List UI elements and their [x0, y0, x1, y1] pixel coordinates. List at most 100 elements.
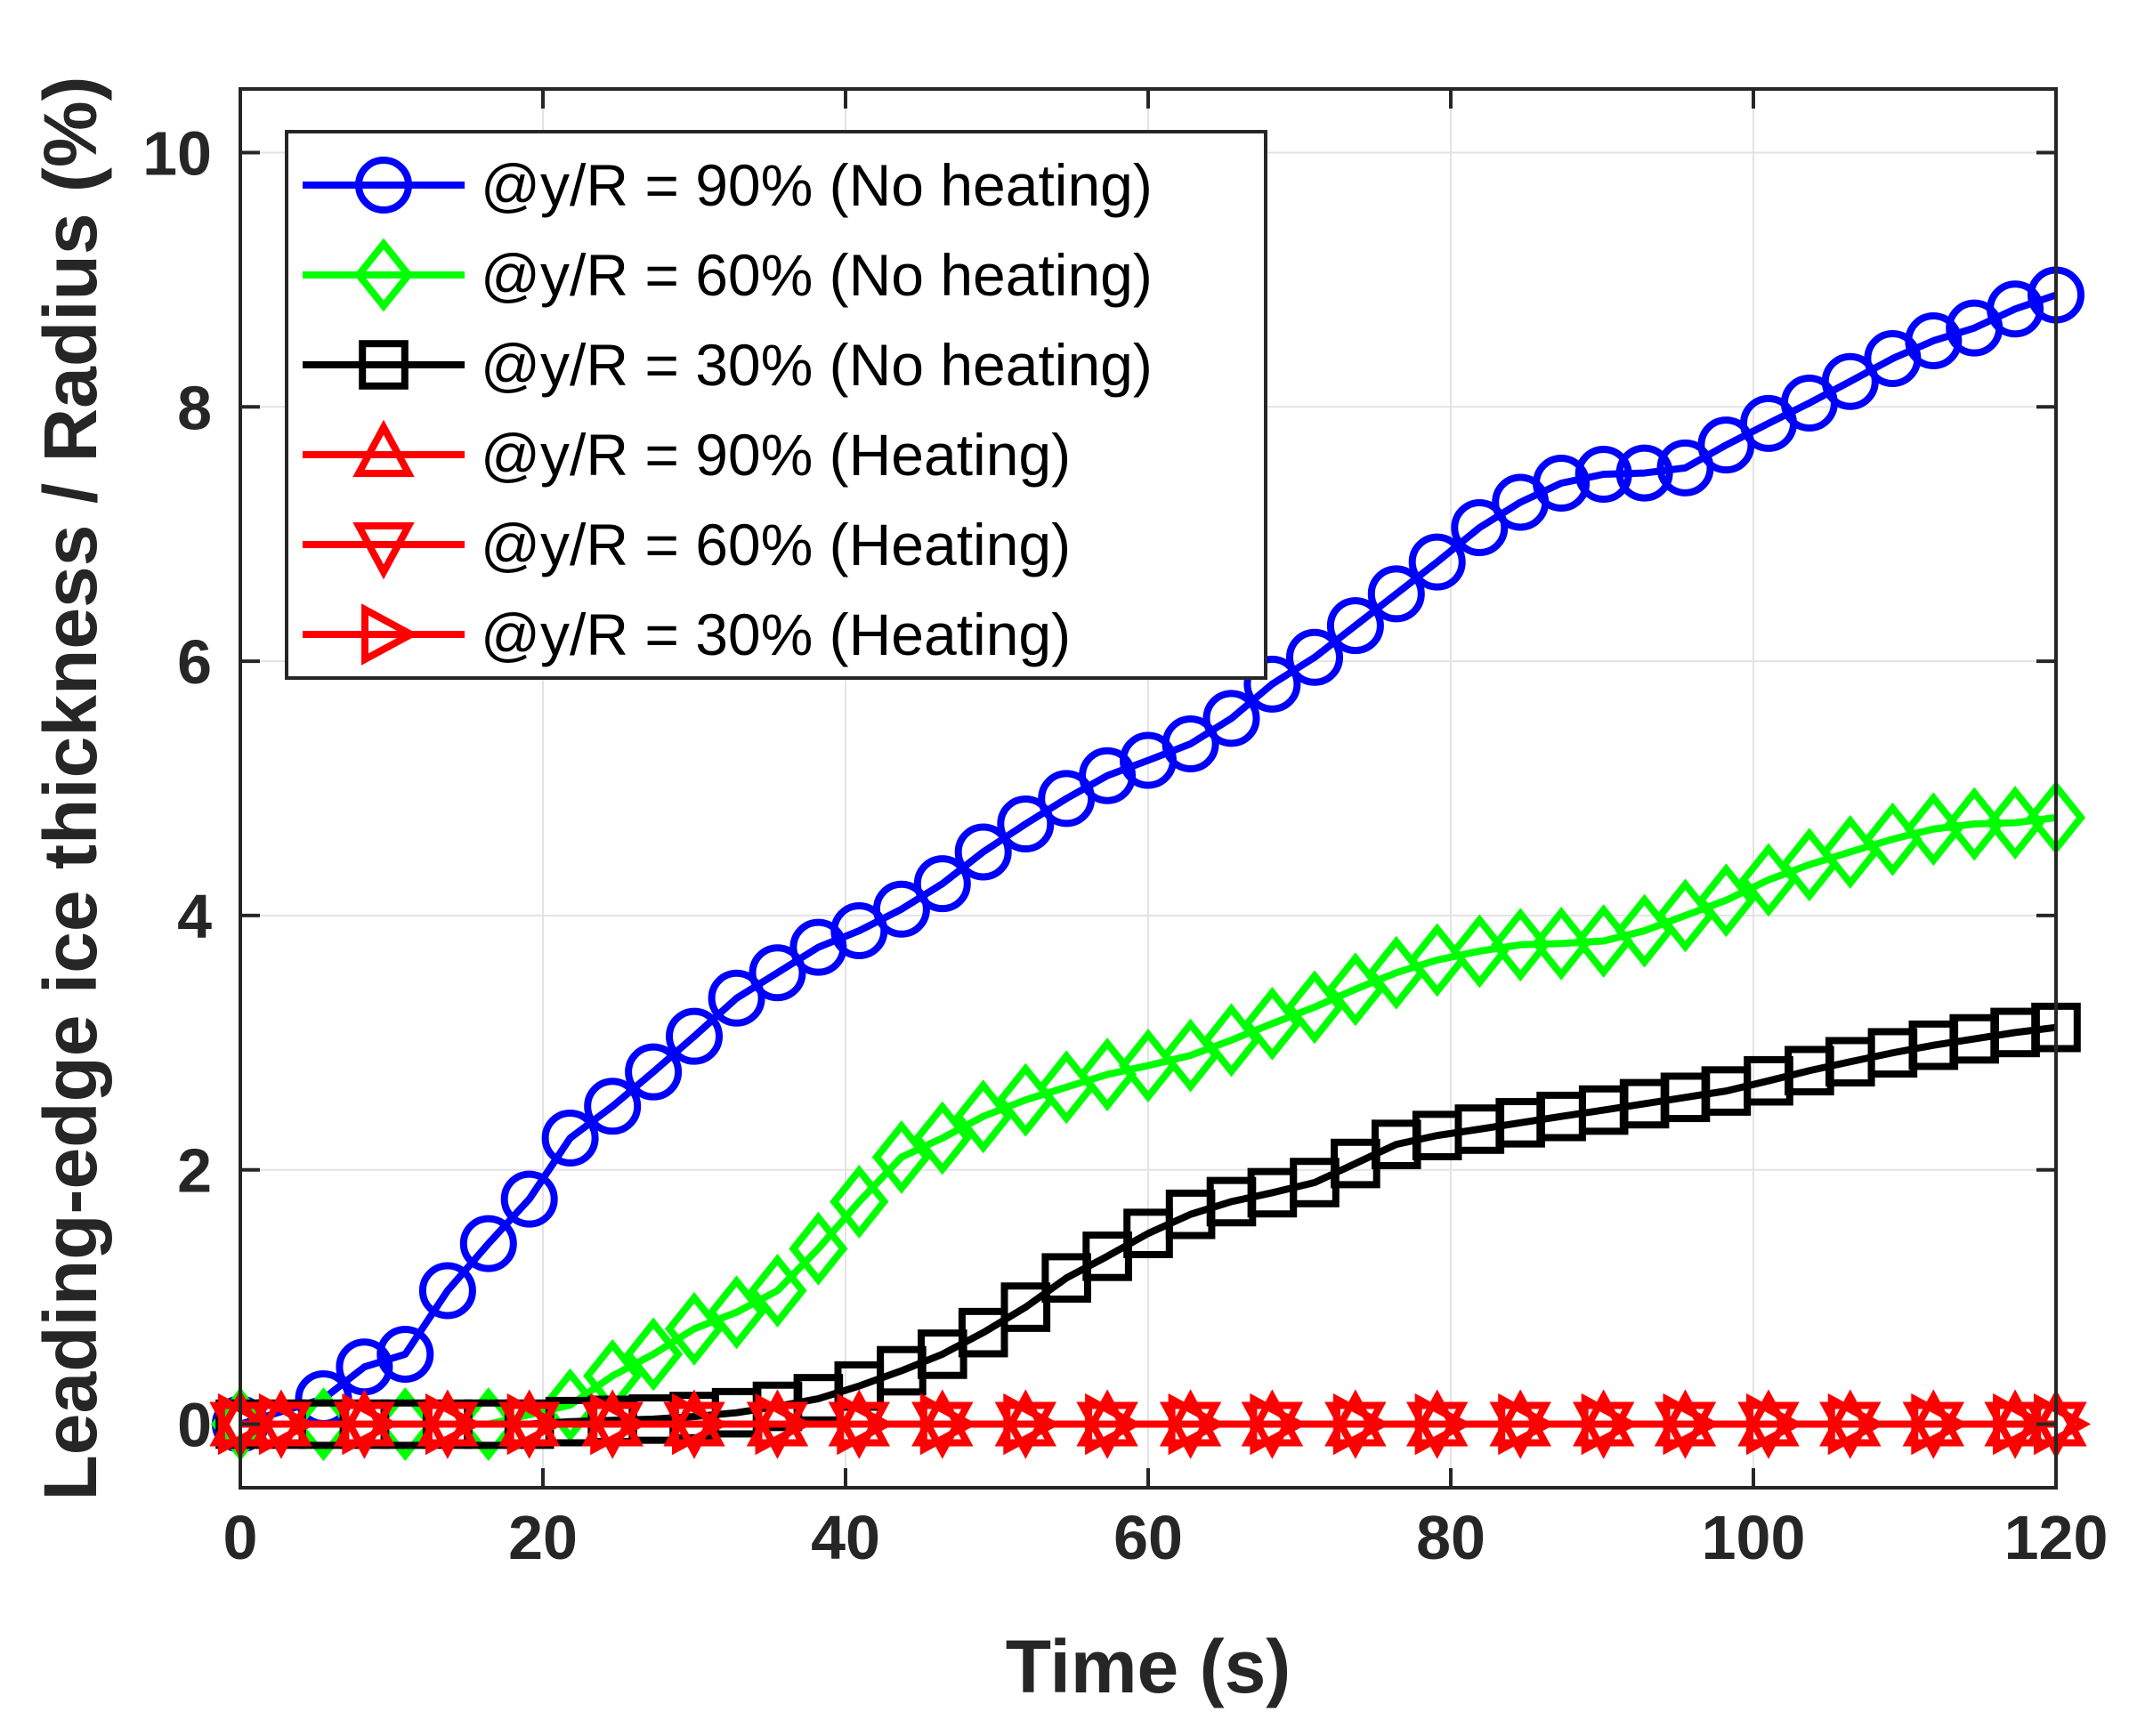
square-marker — [359, 340, 409, 390]
diamond-marker — [664, 1291, 724, 1366]
triangle-right-marker — [590, 1393, 648, 1456]
circle-marker — [997, 795, 1055, 853]
square-marker — [958, 1307, 1008, 1358]
diamond-marker — [540, 1368, 600, 1442]
circle-marker — [749, 944, 806, 1002]
diamond-marker — [953, 1079, 1013, 1154]
series-1 — [212, 266, 2084, 1453]
circle-marker — [1408, 533, 1466, 591]
triangle-right-marker — [1332, 1393, 1391, 1456]
circle-marker — [666, 1007, 723, 1065]
x-tick-label: 0 — [223, 1503, 258, 1572]
triangle-right-marker — [672, 1393, 730, 1456]
legend-label: @y/R = 90% (Heating) — [481, 422, 1071, 488]
diamond-marker — [871, 1120, 932, 1194]
triangle-down-marker — [352, 522, 415, 580]
circle-marker — [1905, 311, 1963, 369]
diamond-marker — [1243, 986, 1302, 1061]
triangle-right-marker — [1414, 1393, 1472, 1456]
circle-marker — [1243, 655, 1301, 713]
legend-item: @y/R = 60% (Heating) — [303, 512, 1071, 580]
circle-marker — [1451, 499, 1509, 557]
circle-marker — [1367, 565, 1425, 623]
triangle-right-marker — [1581, 1393, 1639, 1456]
triangle-right-marker — [1498, 1393, 1556, 1456]
circle-marker — [418, 1262, 476, 1320]
circle-marker — [1821, 352, 1879, 410]
triangle-right-marker — [919, 1393, 978, 1456]
diamond-marker — [623, 1317, 684, 1392]
circle-marker — [541, 1110, 599, 1167]
triangle-right-marker — [1663, 1393, 1720, 1456]
triangle-right-marker — [1250, 1393, 1307, 1456]
triangle-right-marker — [1746, 1393, 1804, 1456]
axis-ticks: 0 20 40 60 80 100 120 0 2 4 6 8 10 — [142, 89, 2108, 1572]
circle-marker — [1286, 628, 1343, 686]
triangle-right-marker — [837, 1393, 894, 1456]
triangle-right-marker — [506, 1393, 564, 1456]
circle-marker — [1574, 446, 1632, 504]
triangle-right-marker — [218, 1393, 276, 1456]
circle-marker — [459, 1215, 517, 1272]
triangle-right-marker — [755, 1393, 813, 1456]
circle-marker — [500, 1170, 558, 1228]
circle-marker — [1162, 715, 1219, 772]
triangle-right-marker — [1168, 1393, 1226, 1456]
circle-marker — [1533, 455, 1591, 513]
triangle-right-marker — [1085, 1393, 1143, 1456]
circle-marker — [1615, 444, 1673, 502]
x-tick-label: 120 — [2004, 1503, 2109, 1572]
legend-label: @y/R = 90% (No heating) — [481, 152, 1153, 218]
circle-marker — [1202, 690, 1260, 747]
circle-marker — [913, 855, 971, 913]
legend-label: @y/R = 60% (No heating) — [481, 242, 1153, 308]
diamond-marker — [912, 1101, 972, 1175]
legend-label: @y/R = 30% (No heating) — [481, 332, 1153, 398]
legend: @y/R = 90% (No heating) @y/R = 60% (No he… — [285, 130, 1267, 680]
triangle-right-marker — [1827, 1393, 1886, 1456]
y-tick-label: 2 — [177, 1136, 212, 1206]
square-marker — [1000, 1282, 1051, 1332]
diamond-marker — [789, 1211, 848, 1286]
triangle-right-marker — [258, 1393, 317, 1456]
triangle-right-marker — [1911, 1393, 1969, 1456]
triangle-right-marker — [425, 1393, 483, 1456]
diamond-marker — [353, 238, 414, 312]
circle-marker — [872, 880, 930, 938]
triangle-right-marker — [342, 1393, 400, 1456]
y-tick-label: 8 — [177, 373, 212, 442]
triangle-up-marker — [352, 419, 415, 477]
circle-marker — [1326, 597, 1384, 655]
x-tick-label: 20 — [508, 1503, 578, 1572]
y-tick-label: 6 — [177, 627, 212, 697]
x-axis-title: Time (s) — [1006, 1625, 1291, 1708]
diamond-marker — [1945, 787, 2004, 861]
x-tick-label: 100 — [1702, 1503, 1806, 1572]
diamond-marker — [830, 1165, 889, 1239]
legend-item: @y/R = 30% (Heating) — [303, 602, 1071, 667]
y-axis-title: Leading-edge ice thickness / Radius (%) — [28, 76, 112, 1500]
y-tick-label: 0 — [177, 1391, 212, 1460]
legend-item: @y/R = 60% (No heating) — [303, 238, 1153, 312]
legend-item: @y/R = 90% (Heating) — [303, 419, 1071, 488]
circle-marker — [584, 1078, 642, 1135]
legend-label: @y/R = 60% (Heating) — [481, 512, 1071, 577]
y-tick-label: 4 — [177, 882, 212, 951]
circle-marker — [355, 157, 412, 214]
diamond-marker — [1491, 908, 1550, 982]
circle-marker — [376, 1325, 434, 1383]
legend-item: @y/R = 30% (No heating) — [303, 332, 1153, 398]
legend-item: @y/R = 90% (No heating) — [303, 152, 1153, 218]
diamond-marker — [1531, 906, 1591, 981]
legend-label: @y/R = 30% (Heating) — [481, 602, 1071, 667]
circle-marker — [954, 823, 1012, 881]
diamond-marker — [1696, 863, 1756, 938]
triangle-right-marker — [361, 603, 419, 666]
x-tick-label: 80 — [1416, 1503, 1485, 1572]
x-tick-label: 60 — [1113, 1503, 1183, 1572]
legend-box — [285, 130, 1267, 680]
circle-marker — [1987, 280, 2044, 338]
triangle-right-marker — [1003, 1393, 1061, 1456]
circle-marker — [708, 969, 765, 1027]
